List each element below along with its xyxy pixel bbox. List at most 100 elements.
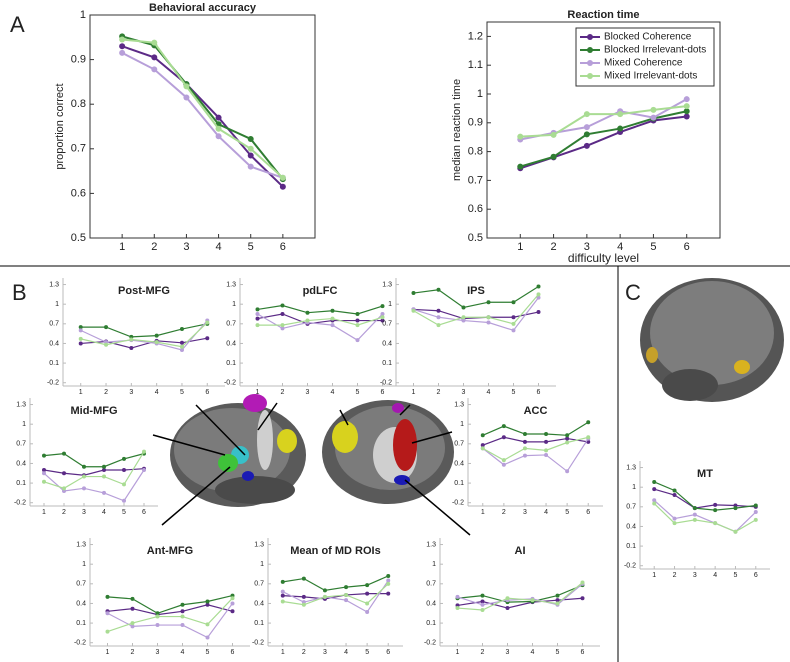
data-point	[652, 501, 657, 506]
x-tick-label: 6	[581, 649, 585, 656]
data-point	[365, 583, 370, 588]
series-line	[457, 582, 583, 611]
series-line	[520, 110, 687, 168]
data-point	[183, 94, 190, 101]
data-point	[355, 338, 360, 343]
data-point	[130, 621, 135, 626]
data-point	[82, 474, 86, 479]
x-tick-label: 4	[531, 649, 535, 656]
data-point	[344, 585, 349, 590]
data-point	[42, 471, 46, 476]
x-tick-label: 1	[42, 509, 46, 516]
data-point	[692, 506, 697, 511]
data-point	[544, 448, 549, 453]
data-point	[565, 433, 570, 438]
data-point	[180, 609, 185, 614]
x-tick-label: 5	[356, 389, 360, 396]
data-point	[536, 292, 541, 297]
data-point	[650, 114, 657, 121]
data-point	[486, 315, 491, 320]
data-point	[692, 512, 697, 517]
chart-title: ACC	[524, 405, 548, 417]
data-point	[230, 601, 235, 606]
series-line	[413, 293, 539, 326]
y-tick-label: 1.3	[49, 281, 59, 288]
y-tick-label: 1.3	[626, 464, 636, 471]
x-tick-label: 2	[151, 241, 157, 253]
data-point	[215, 125, 222, 132]
data-point	[713, 502, 718, 507]
y-tick-label: 1	[632, 484, 636, 491]
data-point	[536, 284, 541, 289]
data-point	[344, 592, 349, 597]
chart-title: MT	[697, 468, 713, 480]
data-point	[102, 474, 106, 479]
data-point	[322, 594, 327, 599]
legend-marker	[587, 60, 593, 66]
x-tick-label: 3	[584, 241, 590, 253]
series-line	[257, 313, 383, 341]
data-point	[279, 183, 286, 190]
y-tick-label: 1	[22, 421, 26, 428]
data-point	[683, 113, 690, 120]
chart-title: AI	[515, 545, 526, 557]
data-point	[652, 479, 657, 484]
y-tick-label: 0.9	[71, 54, 86, 66]
legend-label: Mixed Coherence	[604, 58, 683, 69]
data-point	[301, 576, 306, 581]
data-point	[550, 131, 557, 138]
chart-title: Ant-MFG	[147, 545, 193, 557]
data-point	[411, 308, 416, 313]
series-line	[282, 575, 389, 591]
y-tick-label: 1.3	[382, 281, 392, 288]
data-point	[517, 133, 524, 140]
x-tick-label: 1	[412, 389, 416, 396]
y-tick-label: 0.7	[49, 321, 59, 328]
x-tick-label: 2	[502, 509, 506, 516]
chart-title: Behavioral accuracy	[149, 2, 257, 14]
x-tick-label: 6	[205, 389, 209, 396]
data-point	[672, 488, 677, 493]
data-point	[205, 602, 210, 607]
x-tick-label: 2	[673, 572, 677, 579]
data-point	[154, 333, 159, 338]
series-line	[80, 322, 208, 348]
data-point	[330, 323, 335, 328]
data-point	[380, 318, 385, 323]
y-tick-label: 0.7	[16, 441, 26, 448]
data-point	[733, 529, 738, 534]
y-tick-label: 0.8	[71, 98, 86, 110]
data-point	[255, 307, 260, 312]
x-tick-label: 4	[487, 389, 491, 396]
chart-title: pdLFC	[303, 285, 338, 297]
series-line	[121, 35, 284, 180]
x-tick-label: 3	[693, 572, 697, 579]
data-point	[505, 606, 510, 611]
x-tick-label: 6	[537, 389, 541, 396]
y-tick-label: 1	[388, 301, 392, 308]
chart-title: Mid-MFG	[70, 405, 117, 417]
x-tick-label: 5	[248, 241, 254, 253]
series-line	[482, 421, 589, 436]
data-point	[480, 433, 485, 438]
data-point	[580, 580, 585, 585]
data-point	[78, 325, 83, 330]
series-line	[482, 436, 589, 446]
data-point	[280, 589, 285, 594]
x-tick-label: 6	[280, 241, 286, 253]
data-point	[119, 43, 126, 50]
x-tick-label: 5	[512, 389, 516, 396]
series-line	[282, 583, 389, 606]
series-line	[107, 595, 233, 614]
legend-marker	[587, 47, 593, 53]
x-tick-label: 1	[517, 241, 523, 253]
data-point	[586, 435, 591, 440]
data-point	[301, 602, 306, 607]
x-tick-label: 1	[456, 649, 460, 656]
y-tick-label: 0.5	[468, 232, 483, 244]
data-point	[42, 453, 46, 458]
data-point	[355, 312, 360, 316]
data-point	[42, 468, 46, 472]
x-tick-label: 2	[104, 389, 108, 396]
data-point	[583, 124, 590, 131]
